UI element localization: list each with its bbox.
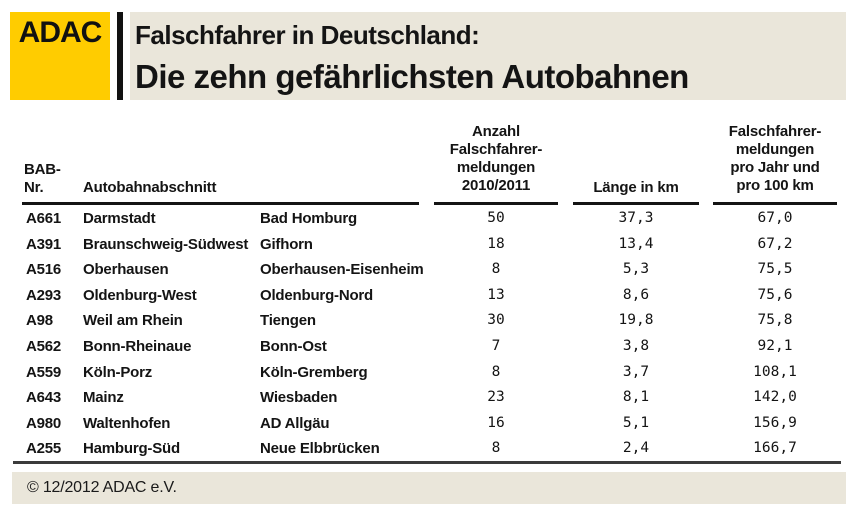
copyright-text: © 12/2012 ADAC e.V.: [27, 479, 177, 496]
header-rule-anzahl: [434, 202, 558, 205]
cell-abschnitt-von: Waltenhofen: [83, 414, 171, 432]
table-row: A255 Hamburg-Süd Neue Elbbrücken 8 2,4 1…: [0, 436, 858, 462]
adac-logo: ADAC: [10, 12, 110, 100]
cell-laenge-km: 8,6: [622, 286, 650, 303]
column-header-meldungen-pro-jahr: Falschfahrer- meldungen pro Jahr und pro…: [728, 123, 822, 194]
cell-meldungen-pro-jahr: 67,0: [757, 210, 793, 226]
table-row: A98 Weil am Rhein Tiengen 30 19,8 75,8: [0, 308, 858, 334]
cell-meldungen-pro-jahr: 75,6: [757, 286, 793, 303]
cell-anzahl-meldungen: 8: [491, 363, 501, 380]
cell-abschnitt-bis: Tiengen: [260, 312, 316, 330]
table-row: A643 Mainz Wiesbaden 23 8,1 142,0: [0, 385, 858, 411]
cell-abschnitt-von: Oberhausen: [83, 261, 169, 279]
header-rule-abschnitt: [22, 202, 419, 205]
cell-laenge-km: 3,8: [622, 337, 650, 354]
cell-meldungen-pro-jahr: 92,1: [757, 337, 793, 354]
cell-anzahl-meldungen: 30: [487, 312, 505, 329]
cell-bab-nr: A255: [26, 440, 62, 458]
adac-logo-text: ADAC: [18, 16, 103, 49]
footer-rule: [13, 461, 841, 464]
cell-abschnitt-bis: Bad Homburg: [260, 210, 357, 227]
cell-abschnitt-von: Köln-Porz: [83, 363, 153, 381]
cell-laenge-km: 5,1: [622, 414, 650, 431]
cell-abschnitt-bis: Wiesbaden: [260, 389, 338, 407]
cell-abschnitt-von: Bonn-Rheinaue: [83, 337, 192, 355]
cell-laenge-km: 37,3: [618, 210, 654, 226]
title-subline: Falschfahrer in Deutschland:: [135, 20, 480, 50]
cell-anzahl-meldungen: 18: [487, 235, 505, 252]
table-row: A562 Bonn-Rheinaue Bonn-Ost 7 3,8 92,1: [0, 334, 858, 360]
cell-abschnitt-von: Braunschweig-Südwest: [83, 235, 249, 253]
title-band: Falschfahrer in Deutschland: Die zehn ge…: [130, 12, 846, 100]
header-rule-rate: [713, 202, 837, 205]
cell-anzahl-meldungen: 16: [487, 414, 505, 431]
cell-meldungen-pro-jahr: 108,1: [753, 363, 797, 380]
cell-bab-nr: A293: [26, 286, 62, 304]
table-body: A661 Darmstadt Bad Homburg 50 37,3 67,0 …: [0, 206, 858, 462]
cell-abschnitt-von: Weil am Rhein: [83, 312, 183, 330]
cell-laenge-km: 13,4: [618, 235, 654, 252]
cell-abschnitt-bis: Neue Elbbrücken: [260, 440, 380, 458]
cell-laenge-km: 3,7: [622, 363, 650, 380]
cell-anzahl-meldungen: 13: [487, 286, 505, 303]
cell-bab-nr: A562: [26, 337, 62, 355]
cell-bab-nr: A391: [26, 235, 62, 253]
cell-laenge-km: 8,1: [622, 389, 650, 406]
cell-anzahl-meldungen: 23: [487, 389, 505, 406]
header-rule-laenge: [573, 202, 699, 205]
cell-abschnitt-bis: Gifhorn: [260, 235, 313, 253]
cell-bab-nr: A559: [26, 363, 62, 381]
cell-abschnitt-bis: Oberhausen-Eisenheim: [260, 261, 424, 279]
cell-anzahl-meldungen: 8: [491, 261, 501, 278]
cell-bab-nr: A98: [26, 312, 53, 330]
cell-abschnitt-bis: Köln-Gremberg: [260, 363, 368, 381]
cell-meldungen-pro-jahr: 75,8: [757, 312, 793, 329]
table-row: A661 Darmstadt Bad Homburg 50 37,3 67,0: [0, 206, 858, 232]
table-row: A516 Oberhausen Oberhausen-Eisenheim 8 5…: [0, 257, 858, 283]
column-header-autobahnabschnitt: Autobahnabschnitt: [83, 179, 217, 196]
footer-bar: © 12/2012 ADAC e.V.: [12, 472, 846, 504]
cell-laenge-km: 19,8: [618, 312, 654, 329]
cell-meldungen-pro-jahr: 156,9: [753, 414, 797, 431]
cell-bab-nr: A516: [26, 261, 62, 279]
cell-abschnitt-von: Darmstadt: [83, 210, 156, 227]
cell-abschnitt-von: Mainz: [83, 389, 124, 407]
logo-divider-bar: [117, 12, 123, 100]
cell-bab-nr: A643: [26, 389, 62, 407]
column-header-anzahl-meldungen: Anzahl Falschfahrer- meldungen 2010/2011: [449, 123, 543, 194]
column-header-laenge: Länge in km: [593, 179, 679, 196]
cell-laenge-km: 2,4: [622, 440, 650, 457]
table-row: A559 Köln-Porz Köln-Gremberg 8 3,7 108,1: [0, 360, 858, 386]
cell-abschnitt-von: Oldenburg-West: [83, 286, 197, 304]
cell-anzahl-meldungen: 7: [491, 337, 501, 354]
page-title: Die zehn gefährlichsten Autobahnen: [135, 58, 689, 95]
column-header-bab-nr: BAB- Nr.: [24, 161, 61, 196]
cell-abschnitt-bis: AD Allgäu: [260, 414, 330, 432]
cell-bab-nr: A661: [26, 210, 62, 227]
cell-abschnitt-bis: Bonn-Ost: [260, 337, 327, 355]
cell-abschnitt-von: Hamburg-Süd: [83, 440, 180, 458]
table-row: A293 Oldenburg-West Oldenburg-Nord 13 8,…: [0, 283, 858, 309]
cell-meldungen-pro-jahr: 166,7: [753, 440, 797, 457]
table-row: A391 Braunschweig-Südwest Gifhorn 18 13,…: [0, 232, 858, 258]
cell-abschnitt-bis: Oldenburg-Nord: [260, 286, 374, 304]
table-row: A980 Waltenhofen AD Allgäu 16 5,1 156,9: [0, 411, 858, 437]
cell-meldungen-pro-jahr: 75,5: [757, 261, 793, 278]
cell-meldungen-pro-jahr: 67,2: [757, 235, 793, 252]
cell-laenge-km: 5,3: [622, 261, 650, 278]
cell-bab-nr: A980: [26, 414, 62, 432]
cell-anzahl-meldungen: 50: [487, 210, 505, 226]
cell-meldungen-pro-jahr: 142,0: [753, 389, 797, 406]
cell-anzahl-meldungen: 8: [491, 440, 501, 457]
